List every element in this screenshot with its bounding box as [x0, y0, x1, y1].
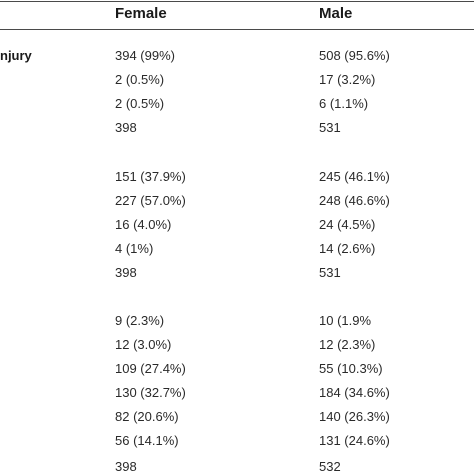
table-cell-male: 140 (26.3%): [319, 409, 390, 424]
table-cell-female-total: 398: [115, 459, 137, 474]
column-header-male: Male: [319, 5, 353, 22]
table-cell-female: 12 (3.0%): [115, 337, 172, 352]
table-cell-female: 227 (57.0%): [115, 193, 186, 208]
table-cell-female: 9 (2.3%): [115, 313, 165, 328]
table-top-rule: [0, 1, 474, 2]
table-cell-female-total: 398: [115, 120, 137, 135]
table-cell-male: 55 (10.3%): [319, 361, 383, 376]
table-cell-female: 16 (4.0%): [115, 217, 172, 232]
column-header-female: Female: [115, 5, 167, 22]
table-cell-female: 56 (14.1%): [115, 433, 179, 448]
table-cell-female: 394 (99%): [115, 48, 175, 63]
table-cell-male: 24 (4.5%): [319, 217, 376, 232]
header-rule: [0, 29, 474, 30]
table-cell-male: 248 (46.6%): [319, 193, 390, 208]
table-cell-male-total: 532: [319, 459, 341, 474]
table-cell-female: 2 (0.5%): [115, 72, 165, 87]
table-cell-male: 131 (24.6%): [319, 433, 390, 448]
table-cell-male: 14 (2.6%): [319, 241, 376, 256]
table-cell-male-total: 531: [319, 120, 341, 135]
table-cell-male: 508 (95.6%): [319, 48, 390, 63]
table-cell-male: 6 (1.1%): [319, 96, 369, 111]
table-cell-female: 4 (1%): [115, 241, 154, 256]
table-cell-female: 2 (0.5%): [115, 96, 165, 111]
section-label: njury: [0, 48, 32, 63]
table-cell-male: 184 (34.6%): [319, 385, 390, 400]
table-cell-male: 12 (2.3%): [319, 337, 376, 352]
table-cell-male: 17 (3.2%): [319, 72, 376, 87]
table-cell-male: 245 (46.1%): [319, 169, 390, 184]
table-cell-male-total: 531: [319, 265, 341, 280]
table-cell-female: 151 (37.9%): [115, 169, 186, 184]
table-cell-female: 109 (27.4%): [115, 361, 186, 376]
table-cell-female: 130 (32.7%): [115, 385, 186, 400]
table-cell-male: 10 (1.9%: [319, 313, 372, 328]
table-cell-female-total: 398: [115, 265, 137, 280]
table-cell-female: 82 (20.6%): [115, 409, 179, 424]
